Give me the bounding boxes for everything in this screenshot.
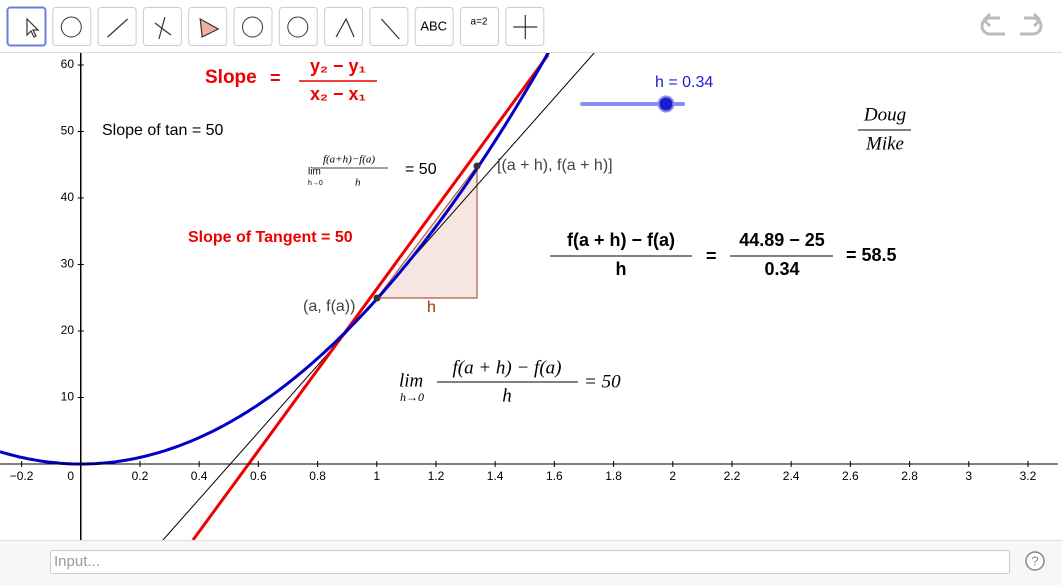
secant-point-label: [(a + h), f(a + h)] xyxy=(497,157,613,174)
graphics-view xyxy=(0,53,595,540)
slope-denominator: x₂ − x₁ xyxy=(310,84,366,104)
tool-button[interactable] xyxy=(97,7,137,46)
x-tick-label: 2.4 xyxy=(783,469,800,483)
tool-icon xyxy=(287,16,309,38)
help-icon: ? xyxy=(1031,553,1038,568)
x-tick-label: 0.6 xyxy=(250,469,267,483)
tool-frame[interactable] xyxy=(233,7,273,46)
undo[interactable] xyxy=(980,12,1005,36)
tool-icon xyxy=(335,17,355,38)
x-tick-label: −0.2 xyxy=(10,469,34,483)
limit-result: = 50 xyxy=(405,161,437,178)
big-limit-denominator: h xyxy=(502,385,512,406)
slope-of-tan: Slope of tan = 50 xyxy=(102,122,224,139)
x-tick-label: 2.8 xyxy=(901,469,918,483)
y-tick-label: 30 xyxy=(61,257,75,271)
tool-label: ABC xyxy=(420,18,447,33)
point-a-plus-h xyxy=(473,162,481,170)
x-tick-label: 2 xyxy=(669,469,676,483)
tool-button[interactable] xyxy=(142,7,182,46)
tool-button[interactable] xyxy=(52,7,92,46)
big-limit-result: = 50 xyxy=(584,371,621,392)
slider-label: h = 0.34 xyxy=(655,74,713,91)
x-tick-label: 3.2 xyxy=(1020,469,1037,483)
limit-denominator: h xyxy=(355,177,361,189)
big-limit-sub: h→0 xyxy=(400,390,424,404)
tool-button[interactable] xyxy=(324,7,364,46)
tool-icon xyxy=(26,17,40,38)
x-tick-label: 2.2 xyxy=(724,469,741,483)
point-a xyxy=(373,294,381,302)
tool-label: a=2 xyxy=(471,17,488,28)
limit-numerator: f(a+h)−f(a) xyxy=(323,154,375,166)
x-tick-label: 0.4 xyxy=(191,469,208,483)
dq-denominator: h xyxy=(616,259,627,279)
tool-frame[interactable] xyxy=(278,7,318,46)
limit-sub: h→0 xyxy=(308,180,323,187)
slope-triangle xyxy=(375,164,478,299)
tool-button[interactable] xyxy=(233,7,273,46)
tool-icon xyxy=(154,16,172,40)
tool-icon xyxy=(107,18,129,38)
y-tick-label: 10 xyxy=(61,390,75,404)
input-placeholder: Input... xyxy=(54,553,100,570)
slope-of-tangent: Slope of Tangent = 50 xyxy=(188,229,353,246)
x-tick-label: 2.6 xyxy=(842,469,859,483)
y-tick-label: 20 xyxy=(61,323,75,337)
dq-value-numerator: 44.89 − 25 xyxy=(739,230,825,250)
x-tick-label: 1.4 xyxy=(487,469,504,483)
limit-lim: lim xyxy=(308,167,321,178)
tool-icon xyxy=(60,16,82,38)
dq-numerator: f(a + h) − f(a) xyxy=(567,230,675,250)
tool-icon xyxy=(199,17,220,38)
tool-frame[interactable] xyxy=(460,7,499,46)
tool-button[interactable] xyxy=(6,6,47,47)
dq-result: = 58.5 xyxy=(846,245,897,265)
tool-button[interactable] xyxy=(188,7,228,46)
input-field[interactable] xyxy=(50,550,1010,574)
tool-frame[interactable] xyxy=(97,7,137,46)
tool-icon xyxy=(242,16,263,38)
x-tick-label: 1.8 xyxy=(605,469,622,483)
tool-icon xyxy=(513,15,538,39)
slope-numerator: y₂ − y₁ xyxy=(310,56,366,76)
undo-redo[interactable] xyxy=(980,12,1043,36)
tangent-line xyxy=(191,54,550,540)
x-tick-label: 0.8 xyxy=(309,469,326,483)
x-tick-label: 1.6 xyxy=(546,469,563,483)
y-tick-label: 50 xyxy=(61,124,75,138)
redo[interactable] xyxy=(1020,12,1043,36)
x-tick-label: 0.2 xyxy=(132,469,149,483)
point-a-label: (a, f(a)) xyxy=(303,298,355,315)
tool-button[interactable] xyxy=(505,7,545,46)
x-tick-label: 3 xyxy=(965,469,972,483)
h-label: h xyxy=(427,299,436,316)
tool-frame[interactable] xyxy=(414,7,454,46)
help-button[interactable] xyxy=(1025,551,1045,571)
tool-frame[interactable] xyxy=(324,7,364,46)
names-top: Doug xyxy=(863,104,906,125)
tool-frame[interactable] xyxy=(52,7,92,46)
names-bottom: Mike xyxy=(865,133,904,154)
tool-button[interactable]: ABC xyxy=(414,7,454,46)
x-tick-label: 1.2 xyxy=(428,469,445,483)
slope-equals: = xyxy=(270,68,281,88)
slope-label: Slope xyxy=(205,67,257,88)
slider-knob[interactable] xyxy=(657,95,675,113)
y-tick-label: 60 xyxy=(61,57,75,71)
big-limit-lim: lim xyxy=(399,370,423,391)
tool-icon xyxy=(380,18,400,40)
dq-value-denominator: 0.34 xyxy=(764,259,799,279)
x-tick-label: 0 xyxy=(67,469,74,483)
tool-button[interactable] xyxy=(278,7,318,46)
y-tick-label: 40 xyxy=(61,190,75,204)
tool-button[interactable] xyxy=(369,7,409,46)
x-tick-label: 1 xyxy=(373,469,380,483)
tool-button[interactable]: a=2 xyxy=(460,7,499,46)
dq-equals: = xyxy=(706,246,717,266)
big-limit-numerator: f(a + h) − f(a) xyxy=(452,357,561,378)
